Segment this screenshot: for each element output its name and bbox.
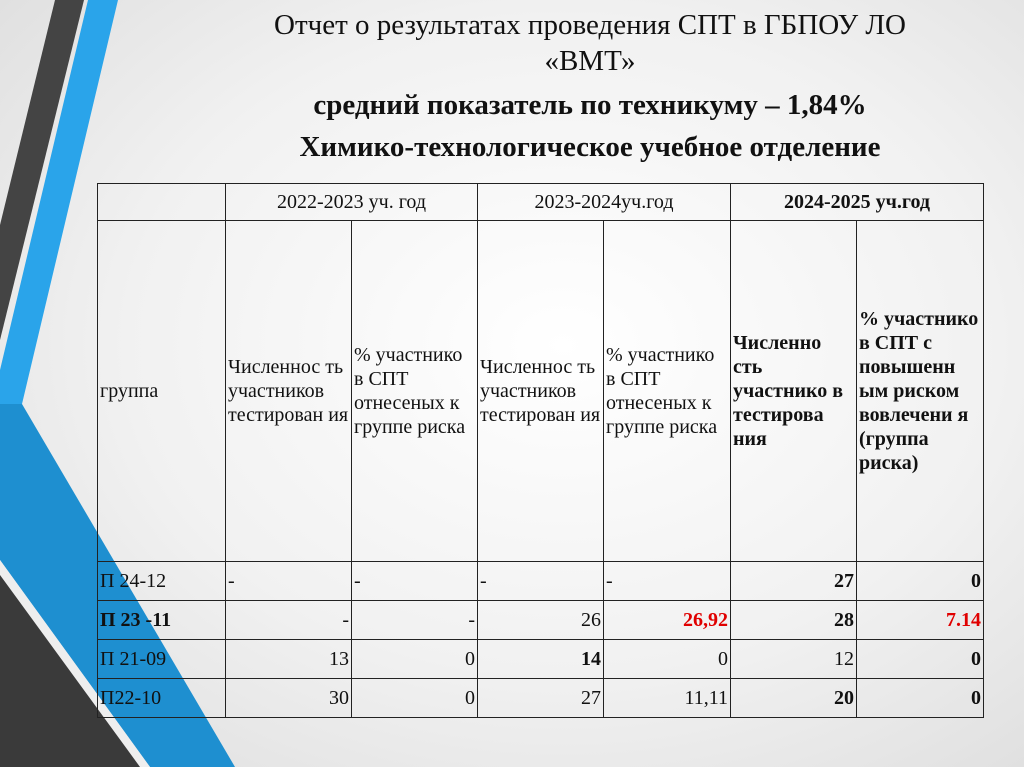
cell: 28	[730, 600, 857, 640]
cell: 0	[856, 561, 984, 601]
department-title: Химико-технологическое учебное отделение	[299, 131, 881, 163]
results-table: 2022-2023 уч. год 2023-2024уч.год 2024-2…	[97, 183, 984, 718]
cell: -	[351, 561, 478, 601]
cell: 13	[225, 639, 352, 679]
cell: 0	[856, 639, 984, 679]
cell: -	[603, 561, 731, 601]
group-cell: П 24-12	[97, 561, 226, 601]
cell: 20	[730, 678, 857, 718]
subheader: % участнико в СПТ отнесеных к группе рис…	[351, 220, 478, 562]
cell: 30	[225, 678, 352, 718]
table-row: П22-10 30 0 27 11,11 20 0	[97, 678, 984, 718]
cell: 0	[603, 639, 731, 679]
cell: 27	[730, 561, 857, 601]
cell: -	[225, 561, 352, 601]
cell: 12	[730, 639, 857, 679]
blue-stripe-left	[0, 0, 118, 404]
subheader: % участнико в СПТ с повышенн ым риском в…	[856, 220, 984, 562]
empty-header	[97, 183, 226, 221]
title-line-2: «ВМТ»	[544, 45, 636, 77]
subheader: Численно сть участнико в тестирова ния	[730, 220, 857, 562]
dark-stripe-left	[0, 0, 84, 340]
title-line-1: Отчет о результатах проведения СПТ в ГБП…	[274, 9, 906, 41]
subheader: Численнос ть участников тестирован ия	[225, 220, 352, 562]
group-cell: П 23 -11	[97, 600, 226, 640]
year-header: 2024-2025 уч.год	[730, 183, 984, 221]
table-row: П 23 -11 - - 26 26,92 28 7.14	[97, 600, 984, 640]
cell: 0	[351, 678, 478, 718]
group-cell: П22-10	[97, 678, 226, 718]
cell: 0	[351, 639, 478, 679]
cell: 7.14	[856, 600, 984, 640]
cell: 11,11	[603, 678, 731, 718]
cell: -	[225, 600, 352, 640]
table-row: П 21-09 13 0 14 0 12 0	[97, 639, 984, 679]
cell: 27	[477, 678, 604, 718]
cell: -	[477, 561, 604, 601]
year-header: 2022-2023 уч. год	[225, 183, 478, 221]
subheader: Численнос ть участников тестирован ия	[477, 220, 604, 562]
year-header: 2023-2024уч.год	[477, 183, 731, 221]
average-indicator: средний показатель по техникуму – 1,84%	[313, 89, 867, 121]
cell: 26,92	[603, 600, 731, 640]
group-cell: П 21-09	[97, 639, 226, 679]
table-row: П 24-12 - - - - 27 0	[97, 561, 984, 601]
cell: 0	[856, 678, 984, 718]
cell: 26	[477, 600, 604, 640]
dark-band-bottom	[0, 575, 140, 767]
subheader: % участнико в СПТ отнесеных к группе рис…	[603, 220, 731, 562]
group-header: группа	[97, 220, 226, 562]
cell: 14	[477, 639, 604, 679]
cell: -	[351, 600, 478, 640]
